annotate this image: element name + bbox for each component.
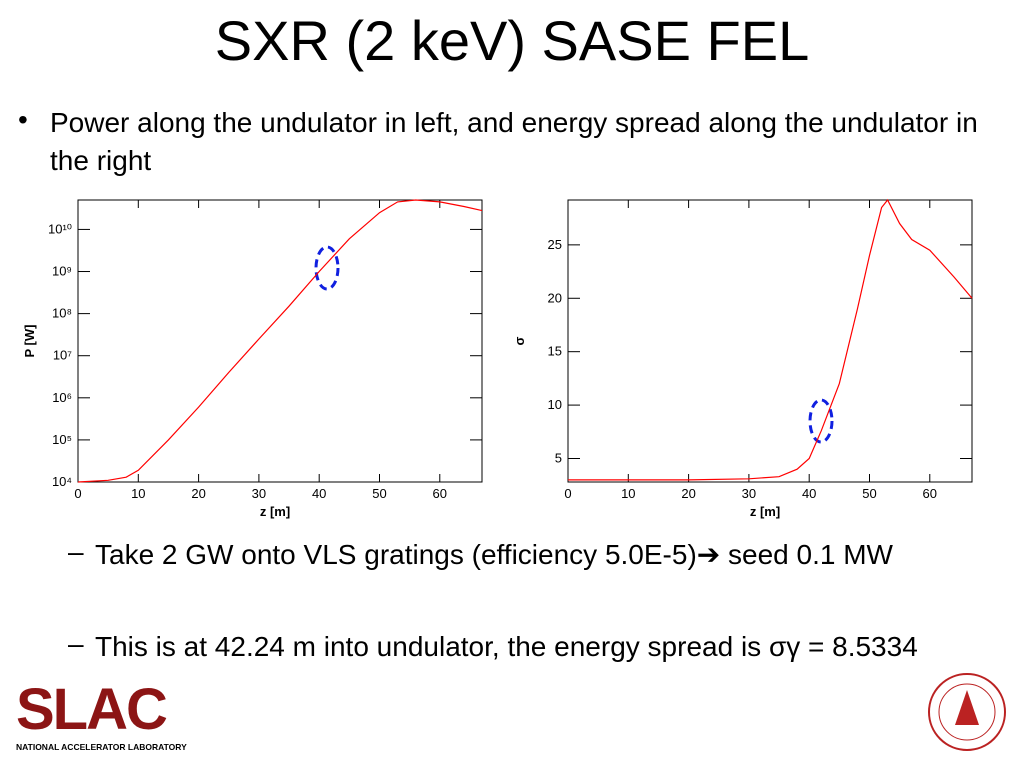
y-tick-label: 10⁸ xyxy=(52,306,72,321)
x-axis-label: z [m] xyxy=(750,504,780,519)
seal-inner xyxy=(938,683,996,741)
x-axis-label: z [m] xyxy=(260,504,290,519)
highlight-ellipse xyxy=(314,245,340,291)
y-tick-label: 10⁴ xyxy=(52,474,72,489)
x-tick-label: 20 xyxy=(681,486,695,501)
bullet-dot: • xyxy=(18,104,28,135)
x-tick-label: 30 xyxy=(742,486,756,501)
dash: – xyxy=(68,628,84,659)
x-tick-label: 0 xyxy=(74,486,81,501)
y-tick-label: 25 xyxy=(548,237,562,252)
x-tick-label: 50 xyxy=(372,486,386,501)
x-tick-label: 60 xyxy=(433,486,447,501)
x-tick-label: 50 xyxy=(862,486,876,501)
y-tick-label: 10⁵ xyxy=(52,432,72,447)
x-tick-label: 20 xyxy=(191,486,205,501)
plot-frame xyxy=(77,199,483,483)
sub-bullet: This is at 42.24 m into undulator, the e… xyxy=(95,631,918,662)
y-tick-label: 10 xyxy=(548,397,562,412)
x-tick-label: 40 xyxy=(312,486,326,501)
y-tick-label: 10⁷ xyxy=(53,348,72,363)
x-tick-label: 40 xyxy=(802,486,816,501)
y-tick-label: 10⁶ xyxy=(52,390,72,405)
bullet: Power along the undulator in left, and e… xyxy=(50,107,978,176)
title: SXR (2 keV) SASE FEL xyxy=(214,9,810,72)
y-tick-label: 15 xyxy=(548,344,562,359)
seal-tree xyxy=(955,690,979,725)
y-tick-label: 20 xyxy=(548,290,562,305)
dash: – xyxy=(68,536,84,567)
sub-bullet: Take 2 GW onto VLS gratings (efficiency … xyxy=(95,539,893,570)
y-tick-label: 10¹⁰ xyxy=(48,221,72,236)
x-tick-label: 0 xyxy=(564,486,571,501)
y-axis-label: P [W] xyxy=(22,325,37,358)
x-tick-label: 10 xyxy=(131,486,145,501)
y-tick-label: 5 xyxy=(555,451,562,466)
logo: SLAC xyxy=(16,677,168,742)
seal xyxy=(928,673,1006,751)
x-tick-label: 60 xyxy=(923,486,937,501)
x-tick-label: 10 xyxy=(621,486,635,501)
y-axis-label: σ xyxy=(512,336,527,345)
data-line xyxy=(568,198,973,481)
x-tick-label: 30 xyxy=(252,486,266,501)
data-line xyxy=(77,199,483,483)
highlight-ellipse xyxy=(808,398,834,444)
y-tick-label: 10⁹ xyxy=(52,264,72,279)
logo-subtitle: NATIONAL ACCELERATOR LABORATORY xyxy=(16,742,187,752)
plot-frame xyxy=(567,199,973,483)
